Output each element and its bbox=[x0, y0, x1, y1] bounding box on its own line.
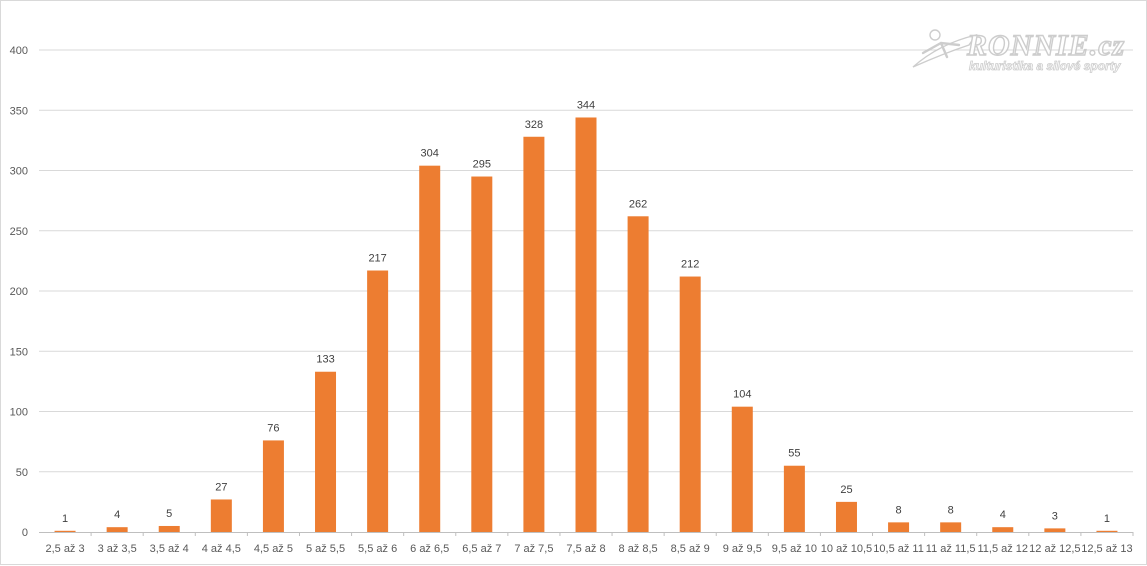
data-label: 262 bbox=[629, 198, 647, 210]
bar bbox=[106, 527, 128, 532]
x-tick-label: 3 až 3,5 bbox=[98, 543, 137, 555]
bar bbox=[419, 165, 441, 532]
x-tick-label: 5,5 až 6 bbox=[358, 543, 397, 555]
y-tick-label: 250 bbox=[10, 226, 28, 238]
x-tick-label: 5 až 5,5 bbox=[306, 543, 345, 555]
x-tick-label: 4,5 až 5 bbox=[254, 543, 293, 555]
data-labels: 1 4 5 27 76 133 217 304 295 328 344 262 212 104 55 25 8 8… bbox=[62, 99, 1110, 524]
y-axis-ticks: 0 50 100 150 200 250 300 350 400 bbox=[10, 45, 28, 539]
bar bbox=[471, 176, 493, 532]
runner-head-icon bbox=[929, 29, 941, 41]
bar bbox=[523, 136, 545, 532]
data-label: 1 bbox=[62, 513, 68, 525]
bar bbox=[888, 522, 910, 532]
y-tick-label: 200 bbox=[10, 286, 28, 298]
bar bbox=[940, 522, 962, 532]
data-label: 295 bbox=[473, 159, 491, 171]
bar bbox=[627, 216, 649, 533]
bar bbox=[210, 499, 232, 532]
x-tick-label: 8 až 8,5 bbox=[619, 543, 658, 555]
y-tick-label: 300 bbox=[10, 166, 28, 178]
logo-tagline-text: kulturistika a silové sporty bbox=[969, 59, 1122, 73]
data-label: 25 bbox=[840, 484, 852, 496]
y-tick-label: 50 bbox=[16, 467, 28, 479]
x-tick-label: 9 až 9,5 bbox=[723, 543, 762, 555]
x-tick-label: 9,5 až 10 bbox=[772, 543, 817, 555]
bar bbox=[1044, 528, 1066, 532]
y-tick-label: 100 bbox=[10, 407, 28, 419]
x-tick-label: 6,5 až 7 bbox=[462, 543, 501, 555]
bar bbox=[835, 501, 857, 532]
x-tick-label: 6 až 6,5 bbox=[410, 543, 449, 555]
data-label: 133 bbox=[316, 354, 334, 366]
y-tick-label: 0 bbox=[22, 527, 28, 539]
x-tick-label: 8,5 až 9 bbox=[671, 543, 710, 555]
data-label: 104 bbox=[733, 389, 751, 401]
x-tick-label: 10,5 až 11 bbox=[873, 543, 924, 555]
x-tick-label: 3,5 až 4 bbox=[150, 543, 189, 555]
data-label: 8 bbox=[896, 504, 902, 516]
x-tick-label: 11 až 11,5 bbox=[926, 543, 976, 555]
data-label: 27 bbox=[215, 481, 227, 493]
bar bbox=[262, 440, 284, 532]
x-tick-label: 4 až 4,5 bbox=[202, 543, 241, 555]
logo-brand-text: RONNIE.cz bbox=[966, 29, 1125, 62]
bar bbox=[367, 270, 389, 532]
ronnie-logo: RONNIE.cz kulturistika a silové sporty bbox=[912, 28, 1125, 73]
data-label: 8 bbox=[948, 504, 954, 516]
runner-body-icon bbox=[921, 41, 961, 59]
data-label: 3 bbox=[1052, 510, 1058, 522]
bars bbox=[54, 117, 1118, 533]
data-label: 344 bbox=[577, 99, 595, 111]
y-tick-label: 400 bbox=[10, 45, 28, 57]
bar bbox=[992, 527, 1014, 532]
data-label: 4 bbox=[114, 509, 120, 521]
data-label: 4 bbox=[1000, 509, 1006, 521]
data-label: 1 bbox=[1104, 513, 1110, 525]
bar bbox=[158, 525, 180, 532]
y-tick-label: 150 bbox=[10, 346, 28, 358]
bar bbox=[679, 276, 701, 532]
bar bbox=[54, 530, 76, 532]
y-tick-label: 350 bbox=[10, 105, 28, 117]
x-tick-label: 11,5 až 12 bbox=[977, 543, 1028, 555]
data-label: 304 bbox=[421, 148, 439, 160]
data-label: 212 bbox=[681, 259, 699, 271]
data-label: 76 bbox=[267, 422, 279, 434]
x-tick-label: 12,5 až 13 bbox=[1081, 543, 1132, 555]
bar bbox=[1096, 530, 1118, 532]
x-axis-ticks: 2,5 až 3 3 až 3,5 3,5 až 4 4 až 4,5 4,5 až 5… bbox=[45, 532, 1134, 555]
data-label: 5 bbox=[166, 508, 172, 520]
x-tick-label: 7,5 až 8 bbox=[566, 543, 605, 555]
bar bbox=[575, 117, 597, 532]
x-tick-label: 7 až 7,5 bbox=[514, 543, 553, 555]
x-tick-label: 12 až 12,5 bbox=[1029, 543, 1080, 555]
bar bbox=[731, 406, 753, 532]
data-label: 217 bbox=[368, 253, 386, 265]
bar bbox=[315, 371, 337, 532]
x-tick-label: 2,5 až 3 bbox=[45, 543, 84, 555]
data-label: 55 bbox=[788, 448, 800, 460]
data-label: 328 bbox=[525, 119, 543, 131]
x-tick-label: 10 až 10,5 bbox=[821, 543, 872, 555]
bar bbox=[783, 465, 805, 532]
